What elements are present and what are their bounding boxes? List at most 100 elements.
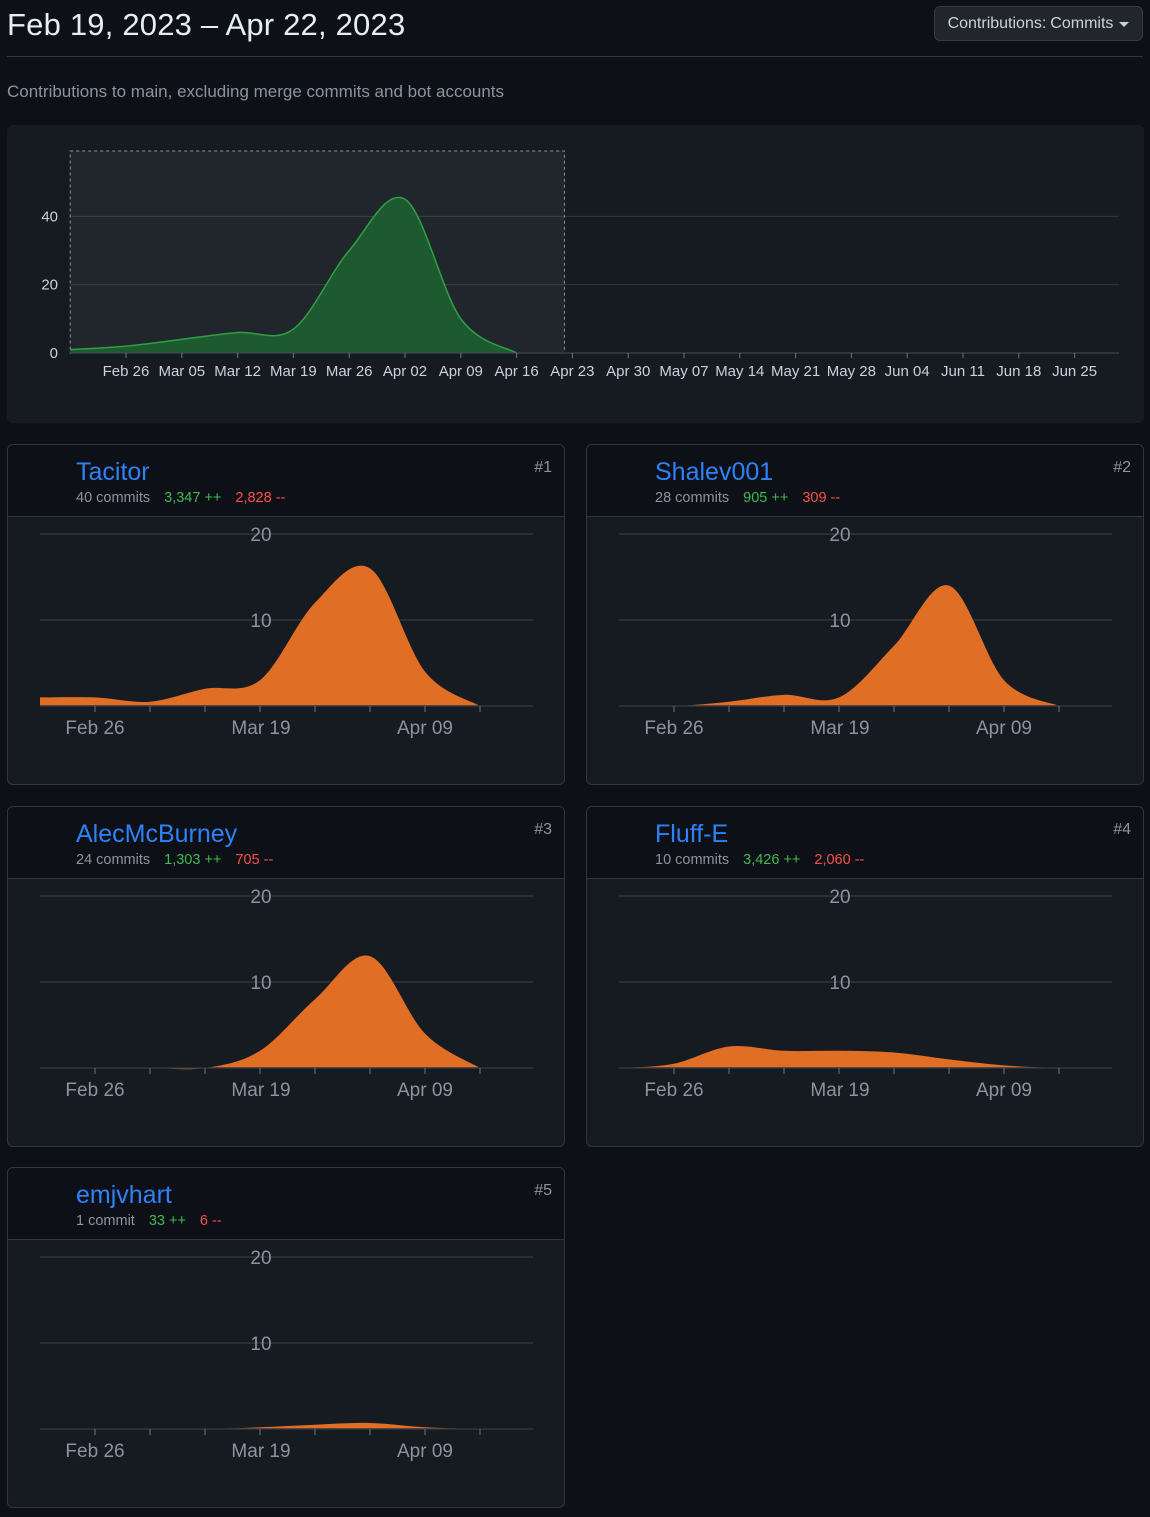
card-header: AlecMcBurney 24 commits 1,303 ++ 705 -- #3 <box>8 807 564 879</box>
commit-count-link[interactable]: 10 commits <box>655 852 730 868</box>
card-header: Fluff-E 10 commits 3,426 ++ 2,060 -- #4 <box>587 807 1143 879</box>
caret-down-icon <box>1119 22 1130 27</box>
deletions-count: 2,828 -- <box>235 490 286 506</box>
x-tick-label: Jun 11 <box>941 363 985 380</box>
contributor-username-link[interactable]: Shalev001 <box>655 458 774 486</box>
commit-count-link[interactable]: 28 commits <box>655 490 730 506</box>
commit-count-link[interactable]: 1 commit <box>76 1213 135 1229</box>
x-tick-label: Mar 12 <box>214 363 261 380</box>
contributor-stats: 1 commit 33 ++ 6 -- <box>76 1213 222 1229</box>
contributor-chart[interactable]: 10 20 Feb 26 Mar 19 Apr 09 <box>8 517 565 785</box>
green-identicon[interactable] <box>597 455 645 503</box>
deletions-count: 705 -- <box>235 852 274 868</box>
additions-count: 33 ++ <box>148 1213 186 1229</box>
contributor-username-link[interactable]: AlecMcBurney <box>76 820 238 848</box>
x-tick-label: Feb 26 <box>644 718 703 739</box>
contributor-chart[interactable]: 10 20 Feb 26 Mar 19 Apr 09 <box>587 517 1144 785</box>
page-subtitle: Contributions to main, excluding merge c… <box>7 82 505 101</box>
additions-count: 3,426 ++ <box>743 852 801 868</box>
yellow-identicon[interactable] <box>18 1178 66 1226</box>
x-tick-label: Feb 26 <box>65 1080 124 1101</box>
additions-count: 905 ++ <box>743 490 789 506</box>
additions-count: 3,347 ++ <box>164 490 222 506</box>
x-tick-label: Apr 09 <box>976 1080 1032 1101</box>
overview-chart[interactable]: 0 20 40 Feb 26 Mar 05 Mar 12 Mar 19 Mar 26 Apr 0… <box>7 125 1144 423</box>
deletions-count: 6 -- <box>199 1213 222 1229</box>
x-tick-label: Apr 30 <box>606 363 650 380</box>
swirl-avatar-icon[interactable] <box>18 455 66 503</box>
deletions-count: 309 -- <box>802 490 841 506</box>
dark-photo-avatar[interactable] <box>18 817 66 865</box>
y-tick-label: 40 <box>41 208 58 225</box>
contributions-type-dropdown[interactable]: Contributions: Commits <box>934 6 1143 41</box>
x-tick-label: Mar 19 <box>231 718 290 739</box>
x-tick-label: Feb 26 <box>103 363 150 380</box>
card-header: Shalev001 28 commits 905 ++ 309 -- #2 <box>587 445 1143 517</box>
additions-count: 1,303 ++ <box>164 852 222 868</box>
x-tick-label: Mar 05 <box>158 363 205 380</box>
contributor-stats: 28 commits 905 ++ 309 -- <box>655 490 840 506</box>
y-tick-label: 20 <box>250 1248 271 1269</box>
y-tick-label: 20 <box>250 525 271 546</box>
rank-badge: #5 <box>534 1182 552 1199</box>
rank-badge: #2 <box>1113 459 1131 476</box>
x-tick-label: May 14 <box>715 363 764 380</box>
x-tick-label: Feb 26 <box>65 1441 124 1462</box>
y-tick-label: 20 <box>41 277 58 294</box>
contributor-chart[interactable]: 10 20 Feb 26 Mar 19 Apr 09 <box>8 1240 565 1508</box>
y-tick-label: 20 <box>829 525 850 546</box>
commits-area <box>40 955 480 1070</box>
x-tick-label: Apr 09 <box>397 1080 453 1101</box>
contributor-card: emjvhart 1 commit 33 ++ 6 -- #5 10 20 Feb 26… <box>7 1167 565 1508</box>
commits-area <box>619 585 1059 707</box>
y-tick-label: 10 <box>829 973 850 994</box>
contributor-username-link[interactable]: Fluff-E <box>655 820 729 848</box>
commit-count-link[interactable]: 40 commits <box>76 490 151 506</box>
x-tick-label: Mar 26 <box>326 363 373 380</box>
contributor-stats: 40 commits 3,347 ++ 2,828 -- <box>76 490 285 506</box>
date-range-title: Feb 19, 2023 – Apr 22, 2023 <box>7 7 406 42</box>
divider <box>7 56 1143 57</box>
y-tick-label: 10 <box>250 973 271 994</box>
commits-area <box>70 197 517 353</box>
x-tick-label: Mar 19 <box>810 1080 869 1101</box>
x-tick-label: Apr 09 <box>976 718 1032 739</box>
commit-count-link[interactable]: 24 commits <box>76 852 151 868</box>
contributor-card: AlecMcBurney 24 commits 1,303 ++ 705 -- #3… <box>7 806 565 1147</box>
y-tick-label: 10 <box>250 1334 271 1355</box>
x-tick-label: Mar 19 <box>270 363 317 380</box>
dropdown-value: Commits <box>1050 14 1114 32</box>
contributor-username-link[interactable]: emjvhart <box>76 1181 172 1209</box>
overview-chart-panel[interactable]: 0 20 40 Feb 26 Mar 05 Mar 12 Mar 19 Mar 26 Apr 0… <box>7 125 1144 423</box>
x-tick-label: Feb 26 <box>65 718 124 739</box>
header: Feb 19, 2023 – Apr 22, 2023 Contribution… <box>0 0 1150 58</box>
contributor-card: Tacitor 40 commits 3,347 ++ 2,828 -- #1 10… <box>7 444 565 785</box>
dropdown-label: Contributions: <box>947 14 1047 32</box>
commits-area <box>40 565 480 706</box>
x-tick-label: Apr 09 <box>397 718 453 739</box>
x-tick-label: Apr 02 <box>383 363 427 380</box>
contributor-card: Fluff-E 10 commits 3,426 ++ 2,060 -- #4 10… <box>586 806 1144 1147</box>
x-tick-label: Jun 25 <box>1052 363 1097 380</box>
x-tick-label: Mar 19 <box>810 718 869 739</box>
rank-badge: #4 <box>1113 821 1131 838</box>
contributor-chart[interactable]: 10 20 Feb 26 Mar 19 Apr 09 <box>8 879 565 1147</box>
purple-identicon[interactable] <box>597 817 645 865</box>
x-tick-label: Jun 04 <box>885 363 930 380</box>
x-tick-label: Apr 09 <box>397 1441 453 1462</box>
card-header: Tacitor 40 commits 3,347 ++ 2,828 -- #1 <box>8 445 564 517</box>
rank-badge: #1 <box>534 459 552 476</box>
deletions-count: 2,060 -- <box>814 852 865 868</box>
contributor-card: Shalev001 28 commits 905 ++ 309 -- #2 10 20… <box>586 444 1144 785</box>
contributor-chart[interactable]: 10 20 Feb 26 Mar 19 Apr 09 <box>587 879 1144 1147</box>
x-tick-label: Mar 19 <box>231 1080 290 1101</box>
x-tick-label: May 07 <box>659 363 708 380</box>
contributor-username-link[interactable]: Tacitor <box>76 458 150 486</box>
y-tick-label: 10 <box>829 611 850 632</box>
commits-area <box>40 1422 480 1430</box>
contributor-stats: 10 commits 3,426 ++ 2,060 -- <box>655 852 864 868</box>
y-tick-label: 20 <box>829 887 850 908</box>
commits-line <box>70 196 517 354</box>
contributor-stats: 24 commits 1,303 ++ 705 -- <box>76 852 273 868</box>
y-tick-label: 20 <box>250 887 271 908</box>
